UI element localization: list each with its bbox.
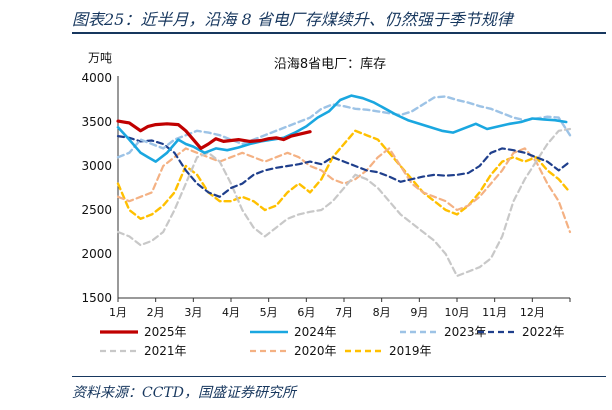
chart-title: 沿海8省电厂：库存 (274, 56, 386, 72)
x-tick-label: 5月 (260, 306, 278, 319)
legend-label: 2021年 (144, 344, 187, 358)
y-tick-label: 3000 (81, 159, 112, 173)
y-tick-label: 2500 (81, 203, 112, 217)
series-line-2020年 (116, 147, 572, 234)
x-tick-label: 2月 (147, 306, 165, 319)
series-line-2025年 (116, 119, 312, 150)
x-tick-label: 10月 (445, 306, 470, 319)
legend: 2025年 2024年 2023年 2022年 2021年 2020年 2019年 (100, 325, 565, 358)
legend-label: 2019年 (389, 344, 432, 358)
x-tick-label: 6月 (297, 306, 315, 319)
x-tick-label: 3月 (184, 306, 202, 319)
y-axis: 1500 2000 2500 3000 3500 4000 (81, 71, 119, 305)
series-line-2023年 (116, 95, 572, 159)
y-tick-label: 4000 (81, 71, 112, 85)
legend-label: 2025年 (144, 325, 187, 339)
y-tick-label: 3500 (81, 115, 112, 129)
x-tick-label: 8月 (373, 306, 391, 319)
series-line-2021年 (116, 127, 572, 278)
x-axis: 1月 2月 3月 4月 5月 6月 7月 8月 9月 10月 11月 12月 (109, 297, 571, 319)
figure-title: 图表25：近半月，沿海 8 省电厂存煤续升、仍然强于季节规律 (72, 10, 513, 29)
bottom-rule (72, 376, 606, 377)
series-group (116, 94, 572, 278)
report-header: 图表25：近半月，沿海 8 省电厂存煤续升、仍然强于季节规律 (0, 0, 612, 30)
x-tick-label: 1月 (109, 306, 127, 319)
y-tick-label: 1500 (81, 291, 112, 305)
top-rule (72, 32, 606, 34)
y-axis-unit-label: 万吨 (88, 51, 112, 65)
legend-label: 2022年 (522, 325, 565, 339)
y-tick-label: 2000 (81, 247, 112, 261)
legend-label: 2020年 (294, 344, 337, 358)
x-tick-label: 12月 (520, 306, 545, 319)
x-tick-label: 4月 (222, 306, 240, 319)
source-note: 资料来源：CCTD，国盛证券研究所 (72, 385, 296, 401)
series-line-2019年 (116, 129, 572, 220)
series-line-2022年 (116, 135, 572, 198)
legend-label: 2023年 (444, 325, 487, 339)
x-tick-label: 7月 (335, 306, 353, 319)
legend-label: 2024年 (294, 325, 337, 339)
x-tick-label: 9月 (410, 306, 428, 319)
series-line-2024年 (116, 94, 568, 163)
x-tick-label: 11月 (482, 306, 507, 319)
